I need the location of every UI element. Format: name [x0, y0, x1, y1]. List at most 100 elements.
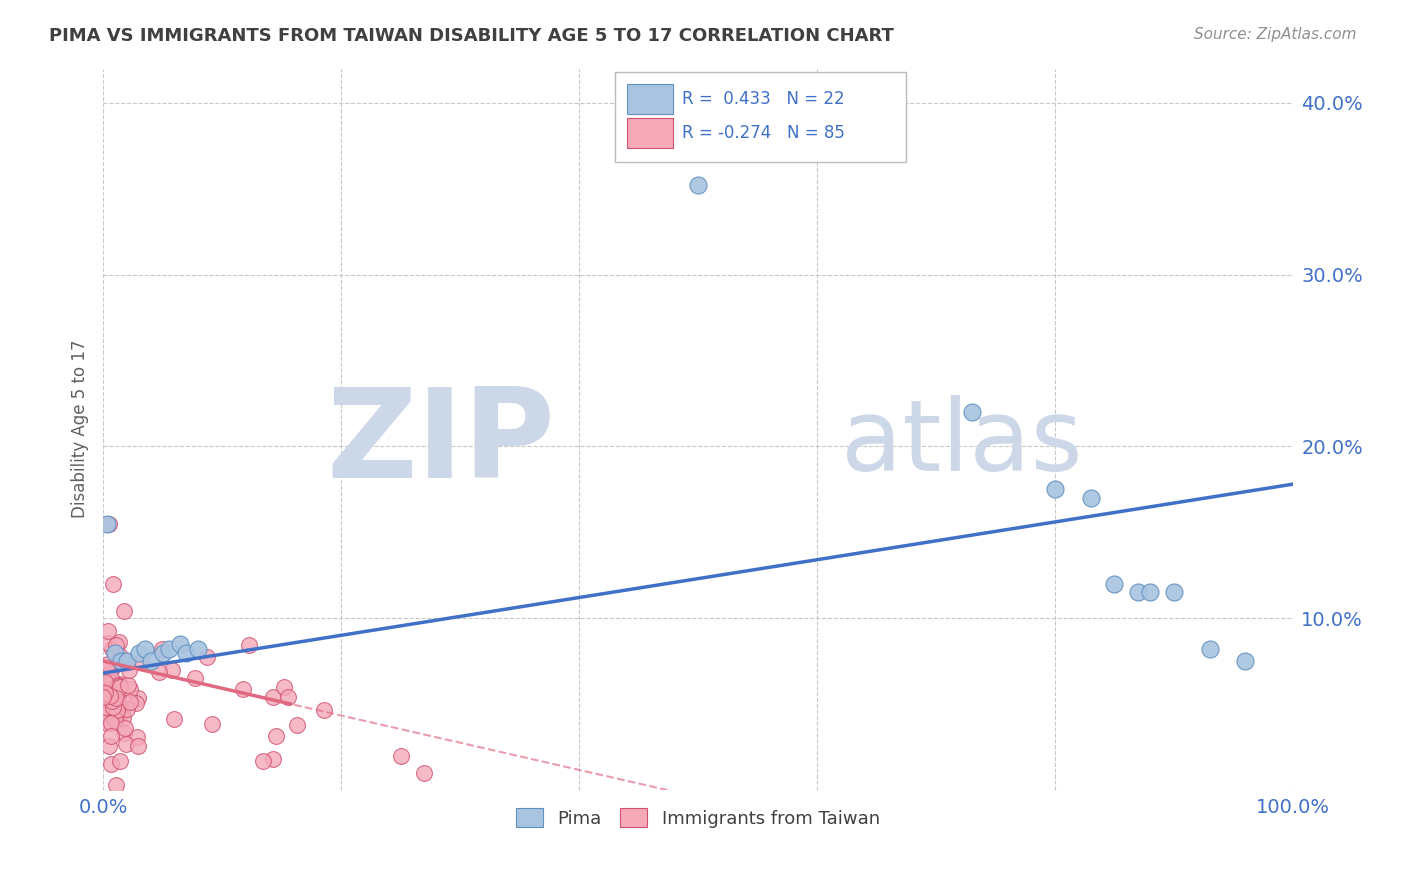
Text: R =  0.433   N = 22: R = 0.433 N = 22: [682, 90, 845, 108]
Point: [107, 678, 129, 692]
Point: [277, 690, 299, 704]
Point: [101, 576, 124, 591]
Point: [97, 676, 120, 690]
Point: [960, 405, 983, 419]
Point: [108, 680, 131, 694]
Point: [125, 696, 148, 710]
Text: R = -0.274   N = 85: R = -0.274 N = 85: [682, 124, 845, 142]
Point: [389, 748, 412, 763]
Point: [112, 726, 135, 740]
Point: [176, 646, 198, 660]
Point: [117, 678, 139, 692]
Point: [104, 779, 127, 793]
Point: [160, 663, 183, 677]
Point: [107, 697, 129, 711]
Point: [94, 674, 117, 689]
Text: PIMA VS IMMIGRANTS FROM TAIWAN DISABILITY AGE 5 TO 17 CORRELATION CHART: PIMA VS IMMIGRANTS FROM TAIWAN DISABILIT…: [49, 27, 894, 45]
Point: [1198, 642, 1220, 657]
FancyBboxPatch shape: [627, 85, 673, 114]
Point: [1104, 576, 1126, 591]
FancyBboxPatch shape: [614, 72, 905, 162]
Point: [114, 721, 136, 735]
Point: [96, 706, 118, 721]
Point: [150, 641, 173, 656]
Point: [108, 680, 131, 694]
Point: [127, 739, 149, 754]
Point: [101, 695, 124, 709]
Point: [111, 710, 134, 724]
Text: ZIP: ZIP: [326, 384, 555, 504]
Point: [195, 650, 218, 665]
Point: [104, 638, 127, 652]
FancyBboxPatch shape: [627, 119, 673, 148]
Point: [100, 716, 122, 731]
Point: [163, 712, 186, 726]
Point: [96, 685, 118, 699]
Point: [97, 624, 120, 638]
Point: [98, 516, 121, 531]
Point: [115, 654, 138, 668]
Point: [262, 752, 284, 766]
Point: [111, 705, 134, 719]
Point: [134, 642, 156, 657]
Point: [97, 739, 120, 753]
Point: [118, 695, 141, 709]
Point: [96, 660, 118, 674]
Point: [104, 713, 127, 727]
Point: [115, 702, 138, 716]
Point: [97, 657, 120, 671]
Point: [108, 755, 131, 769]
Point: [120, 682, 142, 697]
Point: [1043, 483, 1066, 497]
Point: [96, 699, 118, 714]
Point: [98, 690, 121, 704]
Point: [169, 637, 191, 651]
Point: [108, 698, 131, 713]
Point: [128, 646, 150, 660]
Point: [91, 690, 114, 704]
Point: [1126, 585, 1149, 599]
Point: [114, 737, 136, 751]
Point: [1163, 585, 1185, 599]
Point: [94, 685, 117, 699]
Point: [285, 718, 308, 732]
Text: atlas: atlas: [841, 395, 1083, 492]
Point: [100, 706, 122, 721]
Point: [104, 646, 127, 660]
Point: [107, 634, 129, 648]
Point: [100, 660, 122, 674]
Legend: Pima, Immigrants from Taiwan: Pima, Immigrants from Taiwan: [509, 801, 887, 835]
Point: [232, 682, 254, 697]
Point: [96, 516, 118, 531]
Point: [105, 691, 128, 706]
Y-axis label: Disability Age 5 to 17: Disability Age 5 to 17: [72, 340, 89, 518]
Point: [110, 677, 132, 691]
Point: [1139, 585, 1161, 599]
Point: [97, 635, 120, 649]
Point: [264, 730, 287, 744]
Point: [96, 716, 118, 731]
Point: [252, 754, 274, 768]
Point: [127, 690, 149, 705]
Point: [98, 688, 121, 702]
Point: [108, 653, 131, 667]
Point: [110, 654, 132, 668]
Point: [686, 178, 709, 193]
Point: [125, 730, 148, 744]
Point: [101, 676, 124, 690]
Point: [312, 702, 335, 716]
Point: [101, 694, 124, 708]
Point: [100, 671, 122, 685]
Point: [273, 680, 295, 694]
Point: [157, 642, 180, 657]
Point: [184, 672, 207, 686]
Point: [139, 654, 162, 668]
Point: [201, 716, 224, 731]
Point: [93, 685, 115, 699]
Point: [100, 729, 122, 743]
Point: [94, 686, 117, 700]
Point: [97, 676, 120, 690]
Point: [152, 646, 174, 660]
Point: [118, 663, 141, 677]
Point: [115, 654, 138, 668]
